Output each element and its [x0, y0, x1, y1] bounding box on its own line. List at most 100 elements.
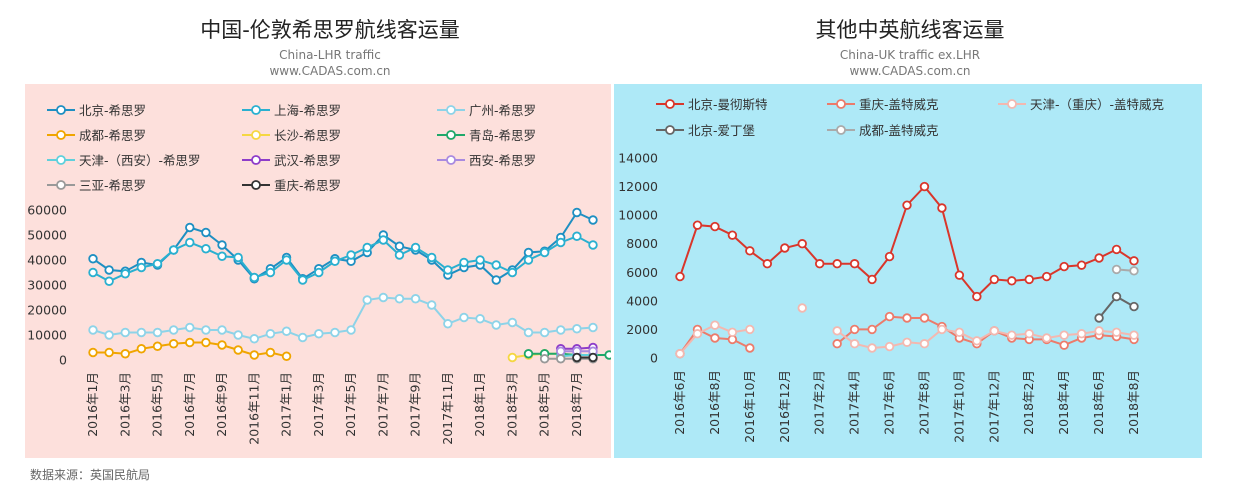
legend-marker: [56, 180, 66, 190]
x-tick-label: 2018年4月: [1056, 370, 1071, 435]
x-tick-label: 2016年12月: [777, 370, 792, 443]
data-point: [937, 203, 947, 213]
x-tick-label: 2016年1月: [85, 372, 100, 437]
data-point: [814, 259, 825, 269]
data-point: [1129, 256, 1139, 266]
y-tick-label: 14000: [618, 151, 658, 166]
legend-item: 重庆-希思罗: [242, 178, 341, 193]
legend-label: 天津-（重庆）-盖特威克: [1030, 97, 1164, 112]
data-point: [427, 252, 437, 263]
legend-item: 西安-希思罗: [437, 153, 536, 168]
y-tick-label: 30000: [27, 278, 67, 293]
data-point: [249, 272, 259, 283]
legend-label: 成都-盖特威克: [859, 123, 939, 138]
data-point: [104, 347, 114, 358]
legend-item: 天津-（西安）-希思罗: [47, 153, 201, 168]
x-tick-label: 2017年7月: [375, 372, 390, 437]
data-point: [884, 311, 895, 322]
data-point: [523, 327, 534, 338]
data-point: [88, 267, 98, 278]
x-tick-label: 2018年7月: [569, 372, 584, 437]
data-point: [1076, 329, 1087, 339]
data-point: [201, 325, 211, 335]
x-tick-label: 2016年9月: [214, 372, 229, 437]
data-point: [692, 329, 703, 339]
data-point: [475, 255, 485, 265]
data-point: [281, 351, 292, 361]
series-成都-盖特威克: [1111, 264, 1139, 276]
data-point: [884, 251, 895, 262]
data-point: [556, 237, 566, 248]
series-北京-爱丁堡: [1094, 291, 1139, 323]
data-point: [346, 325, 356, 335]
data-point: [572, 231, 582, 241]
data-point: [849, 324, 860, 335]
y-tick-label: 10000: [27, 328, 67, 343]
data-point: [832, 326, 842, 336]
data-point: [523, 255, 534, 265]
data-point: [152, 341, 163, 351]
legend-label: 成都-希思罗: [79, 128, 146, 143]
data-point: [1041, 271, 1052, 282]
data-point: [523, 247, 534, 258]
x-tick-label: 2016年11月: [246, 372, 261, 445]
x-tick-label: 2018年5月: [537, 372, 552, 437]
data-point: [104, 276, 114, 286]
data-point: [281, 255, 292, 265]
legend-label: 广州-希思罗: [469, 103, 536, 118]
data-point: [919, 181, 930, 192]
right-chart-title: 其他中英航线客运量: [815, 18, 1005, 42]
data-point: [491, 275, 501, 285]
legend-label: 天津-（西安）-希思罗: [79, 153, 201, 168]
data-point: [727, 230, 738, 240]
series-重庆-希思罗: [572, 352, 598, 363]
data-point: [136, 327, 147, 338]
x-tick-label: 2018年1月: [472, 372, 487, 437]
legend-item: 成都-希思罗: [47, 128, 146, 143]
legend-label: 青岛-希思罗: [469, 128, 536, 143]
x-tick-label: 2017年6月: [882, 370, 897, 435]
data-point: [152, 259, 163, 269]
data-point: [233, 330, 243, 340]
data-point: [217, 340, 227, 350]
data-point: [168, 339, 179, 349]
legend-label: 武汉-希思罗: [274, 153, 341, 168]
data-point: [710, 333, 720, 343]
series-北京-曼彻斯特: [675, 181, 1139, 302]
data-point: [88, 325, 98, 335]
data-point: [120, 349, 130, 359]
data-point: [745, 343, 755, 353]
x-tick-label: 2018年2月: [1021, 370, 1036, 435]
legend-marker: [665, 125, 675, 135]
legend-item: 重庆-盖特威克: [827, 97, 939, 112]
data-point: [459, 257, 469, 268]
data-point: [201, 244, 211, 254]
data-point: [249, 350, 259, 360]
data-point: [297, 332, 308, 343]
y-tick-label: 40000: [27, 253, 67, 268]
data-point: [1059, 261, 1069, 272]
y-tick-label: 20000: [27, 303, 67, 318]
left-chart-title: 中国-伦敦希思罗航线客运量: [200, 18, 460, 42]
data-point: [136, 344, 147, 354]
data-point: [556, 346, 566, 356]
data-point: [104, 265, 114, 275]
data-point: [217, 325, 227, 335]
data-point: [1007, 276, 1017, 286]
data-point: [902, 200, 912, 210]
data-point: [539, 327, 550, 338]
data-point: [217, 240, 227, 250]
series-广州-希思罗: [88, 292, 598, 344]
data-point: [1076, 260, 1087, 270]
legend-item: 成都-盖特威克: [827, 123, 939, 138]
legend-marker: [251, 155, 261, 165]
data-point: [710, 221, 720, 232]
data-point: [523, 349, 534, 359]
legend-item: 北京-希思罗: [47, 103, 146, 118]
x-tick-label: 2017年8月: [916, 370, 931, 435]
data-point: [265, 329, 276, 339]
data-point: [797, 303, 807, 313]
legend-marker: [836, 125, 846, 135]
x-tick-label: 2017年2月: [812, 370, 827, 435]
data-point: [491, 260, 501, 270]
